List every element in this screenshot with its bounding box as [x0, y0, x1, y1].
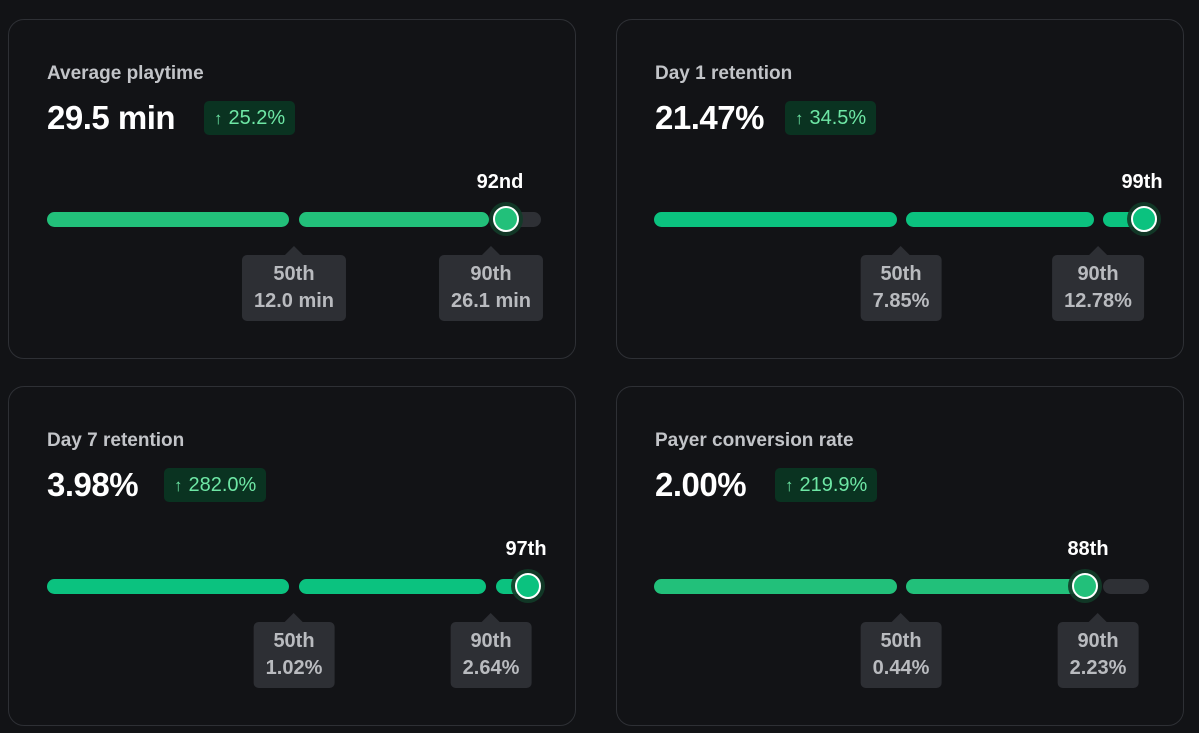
metric-value: 29.5 min — [47, 99, 176, 136]
change-value: 25.2% — [228, 107, 286, 129]
percentile-bar-segment-low — [654, 579, 897, 594]
change-value: 219.9% — [799, 474, 868, 496]
p50-tooltip: 50th 12.0 min — [241, 246, 347, 321]
percentile-bar-segment-low — [47, 212, 289, 227]
p50-value: 12.0 min — [253, 290, 335, 312]
metric-card-day7-retention: Day 7 retention 3.98% ↑ 282.0% 97th 50th … — [8, 386, 576, 726]
percentile-bar-segment-low — [654, 212, 897, 227]
change-badge: ↑ 25.2% — [204, 101, 296, 135]
change-badge: ↑ 282.0% — [164, 468, 267, 502]
percentile-bar-segment-mid — [906, 212, 1094, 227]
percentile-marker — [492, 206, 519, 232]
arrow-up-icon: ↑ — [795, 109, 804, 128]
percentile-bar-segment-mid — [299, 579, 486, 594]
metric-card-payer-conversion-rate: Payer conversion rate 2.00% ↑ 219.9% 88th… — [616, 386, 1184, 726]
p50-tooltip: 50th 1.02% — [253, 613, 335, 688]
metric-value: 2.00% — [655, 466, 747, 503]
p50-label: 50th — [273, 263, 315, 285]
p50-value: 1.02% — [265, 657, 323, 679]
percentile-bar-segment-mid — [299, 212, 489, 227]
p90-tooltip: 90th 2.23% — [1057, 613, 1139, 688]
metric-title: Payer conversion rate — [655, 430, 854, 451]
percentile-bar-segment-low — [47, 579, 289, 594]
p50-value: 0.44% — [872, 657, 930, 679]
metric-title: Day 7 retention — [47, 430, 185, 451]
p90-value: 2.23% — [1069, 657, 1127, 679]
p50-label: 50th — [880, 263, 922, 285]
arrow-up-icon: ↑ — [785, 476, 794, 495]
metric-title: Average playtime — [47, 63, 204, 84]
p50-tooltip: 50th 7.85% — [860, 246, 942, 321]
percentile-label: 92nd — [476, 171, 524, 193]
percentile-label: 97th — [505, 538, 547, 560]
p90-value: 2.64% — [462, 657, 520, 679]
p50-tooltip: 50th 0.44% — [860, 613, 942, 688]
p90-tooltip: 90th 26.1 min — [438, 246, 544, 321]
percentile-bar-segment-high — [1103, 579, 1149, 594]
p50-label: 50th — [273, 630, 315, 652]
percentile-marker — [1071, 573, 1098, 599]
p90-value: 12.78% — [1064, 290, 1132, 312]
p90-tooltip: 90th 12.78% — [1052, 246, 1144, 321]
p50-value: 7.85% — [872, 290, 930, 312]
p90-label: 90th — [470, 630, 512, 652]
arrow-up-icon: ↑ — [214, 109, 223, 128]
percentile-bar-segment-mid — [906, 579, 1094, 594]
metric-card-average-playtime: Average playtime 29.5 min ↑ 25.2% 92nd 50… — [8, 19, 576, 359]
metric-value: 3.98% — [47, 466, 139, 503]
percentile-marker — [1131, 206, 1158, 232]
p90-label: 90th — [470, 263, 512, 285]
arrow-up-icon: ↑ — [174, 476, 183, 495]
p90-value: 26.1 min — [450, 290, 532, 312]
metric-card-day1-retention: Day 1 retention 21.47% ↑ 34.5% 99th 50th … — [616, 19, 1184, 359]
change-value: 34.5% — [809, 107, 867, 129]
change-badge: ↑ 34.5% — [785, 101, 877, 135]
change-badge: ↑ 219.9% — [775, 468, 878, 502]
percentile-label: 88th — [1067, 538, 1109, 560]
p50-label: 50th — [880, 630, 922, 652]
p90-label: 90th — [1077, 630, 1119, 652]
percentile-marker — [514, 573, 541, 599]
percentile-label: 99th — [1121, 171, 1163, 193]
change-value: 282.0% — [188, 474, 257, 496]
p90-label: 90th — [1077, 263, 1119, 285]
metric-title: Day 1 retention — [655, 63, 793, 84]
metric-value: 21.47% — [655, 99, 764, 136]
p90-tooltip: 90th 2.64% — [450, 613, 532, 688]
